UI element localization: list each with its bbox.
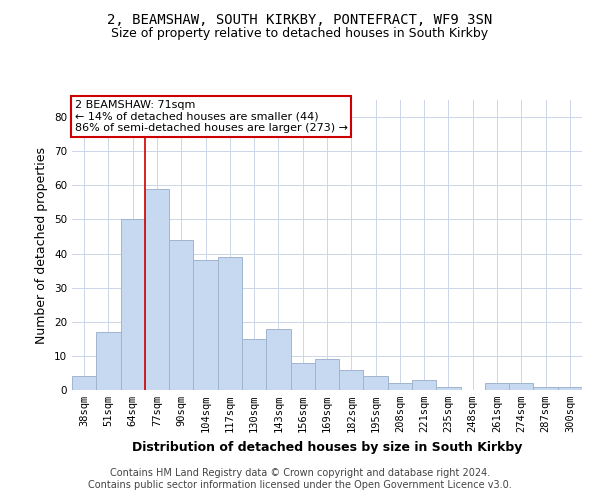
Text: Contains HM Land Registry data © Crown copyright and database right 2024.
Contai: Contains HM Land Registry data © Crown c… <box>88 468 512 490</box>
Bar <box>509 383 533 390</box>
X-axis label: Distribution of detached houses by size in South Kirkby: Distribution of detached houses by size … <box>132 440 522 454</box>
Bar <box>412 380 436 390</box>
Bar <box>145 188 169 390</box>
Bar <box>388 383 412 390</box>
Bar <box>242 339 266 390</box>
Bar <box>96 332 121 390</box>
Bar <box>339 370 364 390</box>
Bar <box>436 386 461 390</box>
Bar <box>485 383 509 390</box>
Bar <box>218 257 242 390</box>
Bar <box>558 386 582 390</box>
Y-axis label: Number of detached properties: Number of detached properties <box>35 146 49 344</box>
Bar <box>533 386 558 390</box>
Bar <box>121 220 145 390</box>
Text: 2 BEAMSHAW: 71sqm
← 14% of detached houses are smaller (44)
86% of semi-detached: 2 BEAMSHAW: 71sqm ← 14% of detached hous… <box>74 100 347 133</box>
Text: 2, BEAMSHAW, SOUTH KIRKBY, PONTEFRACT, WF9 3SN: 2, BEAMSHAW, SOUTH KIRKBY, PONTEFRACT, W… <box>107 12 493 26</box>
Bar <box>364 376 388 390</box>
Bar <box>193 260 218 390</box>
Bar <box>169 240 193 390</box>
Bar <box>72 376 96 390</box>
Text: Size of property relative to detached houses in South Kirkby: Size of property relative to detached ho… <box>112 28 488 40</box>
Bar <box>290 362 315 390</box>
Bar <box>315 360 339 390</box>
Bar <box>266 328 290 390</box>
